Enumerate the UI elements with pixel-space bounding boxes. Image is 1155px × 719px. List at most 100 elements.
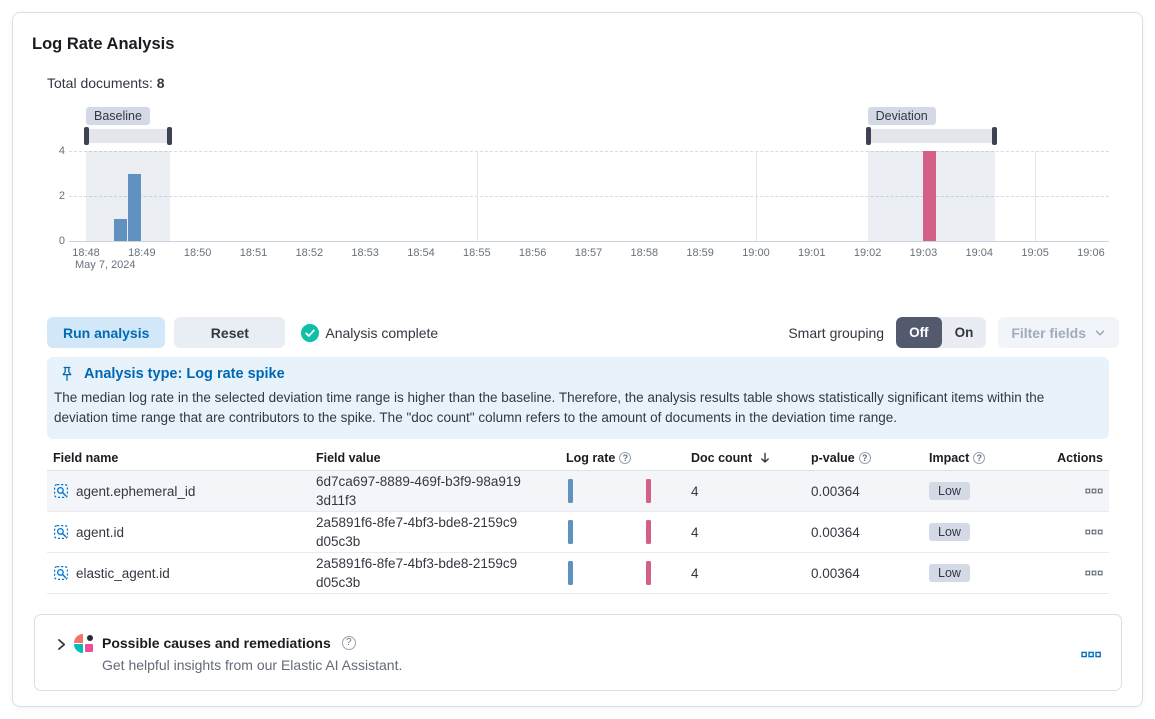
col-header-field-value[interactable]: Field value [316,451,566,465]
row-actions-button[interactable] [1085,488,1103,495]
accordion-subtitle: Get helpful insights from our Elastic AI… [102,657,403,673]
doc-count-bar [127,173,141,241]
accordion-actions-button[interactable] [1081,646,1101,664]
baseline-brush-handle-right[interactable] [166,127,172,145]
doc-count-value: 4 [691,524,699,540]
col-header-doc-count[interactable]: Doc count [691,451,811,465]
field-value: 2a5891f6-8fe7-4bf3-bde8-2159c9d05c3b [316,556,518,590]
log-rate-sparkline [566,519,676,545]
callout-title-row: Analysis type: Log rate spike [54,366,1095,382]
x-axis-label: 18:49 [128,247,156,259]
total-documents: Total documents: 8 [47,75,165,91]
grid-line-horizontal [69,151,1109,152]
run-analysis-button[interactable]: Run analysis [47,317,166,348]
question-in-circle-icon[interactable]: ? [858,451,871,464]
y-axis-label: 2 [58,190,65,202]
doc-count-bar [923,151,937,241]
field-name: agent.id [76,524,125,540]
baseline-brush-handle-left[interactable] [84,127,89,145]
x-axis-label: 19:05 [1021,247,1049,259]
ai-assistant-accordion: Possible causes and remediations ? Get h… [34,614,1122,691]
col-header-log-rate[interactable]: Log rate? [566,451,691,465]
x-axis-label: 18:59 [686,247,714,259]
baseline-spark-bar [568,561,573,585]
analysis-results-table: Field name Field value Log rate? Doc cou… [47,445,1109,594]
deviation-brush-handle-left[interactable] [865,127,871,145]
analysis-toolbar: Run analysis Reset Analysis complete [47,317,438,348]
log-rate-sparkline [566,478,676,504]
deviation-brush-handle-right[interactable] [992,127,998,145]
x-axis-label: 19:01 [798,247,826,259]
smart-grouping-off-button[interactable]: Off [896,317,942,348]
filter-fields-button[interactable]: Filter fields [998,317,1119,348]
field-name: elastic_agent.id [76,565,170,581]
log-rate-sparkline [566,560,676,586]
x-axis-label: 18:57 [574,247,603,259]
ai-icon-shape [74,644,83,653]
smart-grouping-label: Smart grouping [788,324,885,341]
baseline-spark-bar [568,520,573,544]
doc-count-value: 4 [691,483,699,499]
table-row: agent.ephemeral_id 6d7ca697-8889-469f-b3… [47,471,1109,512]
p-value: 0.00364 [811,524,860,540]
chevron-right-icon[interactable] [54,637,68,652]
col-header-p-value[interactable]: p-value? [811,451,929,465]
question-in-circle-icon[interactable]: ? [973,451,986,464]
col-header-field-name-label: Field name [53,450,119,465]
callout-title: Analysis type: Log rate spike [84,366,285,382]
x-axis-label: 19:06 [1077,247,1105,259]
x-axis-label: 18:58 [630,247,659,259]
elastic-ai-assistant-icon [74,634,94,654]
grouping-controls: Smart grouping Off On Filter fields [788,317,1119,348]
x-axis-label: 19:02 [853,247,882,259]
col-header-impact[interactable]: Impact? [929,451,1041,465]
smart-grouping-toggle: Off On [896,317,987,348]
page-title: Log Rate Analysis [32,35,175,53]
row-actions-button[interactable] [1085,529,1103,536]
col-header-field-value-label: Field value [316,450,381,465]
x-axis-label: 18:52 [295,247,324,259]
x-axis-label: 18:55 [463,247,491,259]
field-value: 6d7ca697-8889-469f-b3f9-98a9193d11f3 [316,474,521,508]
chevron-down-icon [1095,329,1105,336]
deviation-brush-track[interactable] [867,129,996,143]
reset-button[interactable]: Reset [174,317,286,348]
question-in-circle-icon[interactable]: ? [619,451,632,464]
grid-line-vertical [1035,151,1037,241]
impact-badge: Low [929,564,970,582]
x-axis-label: 18:51 [239,247,268,259]
col-header-field-name[interactable]: Field name [47,451,316,465]
impact-badge: Low [929,523,970,541]
analysis-status: Analysis complete [301,323,438,342]
search-field-icon[interactable] [53,524,69,540]
col-header-actions-label: Actions [1057,450,1103,465]
smart-grouping-on-button[interactable]: On [942,317,987,348]
grid-line-vertical [755,151,757,241]
x-axis-label: 18:53 [351,247,379,259]
baseline-brush-track[interactable] [86,129,170,143]
p-value: 0.00364 [811,483,860,499]
ai-icon-shape [85,644,93,652]
x-axis-label: 18:48 [72,247,100,259]
accordion-title[interactable]: Possible causes and remediations ? [102,635,356,651]
y-axis-label: 0 [58,235,65,247]
deviation-badge: Deviation [867,107,936,125]
col-header-p-value-label: p-value [811,450,855,465]
doc-count-value: 4 [691,565,699,581]
search-field-icon[interactable] [53,483,69,499]
x-axis-label: 18:56 [518,247,547,259]
x-axis-label: 18:50 [183,247,212,259]
pin-icon [62,366,72,381]
field-name: agent.ephemeral_id [76,483,196,499]
row-actions-button[interactable] [1085,570,1103,577]
field-value: 2a5891f6-8fe7-4bf3-bde8-2159c9d05c3b [316,515,518,549]
search-field-icon[interactable] [53,565,69,581]
ai-icon-shape [74,634,83,643]
col-header-actions: Actions [1041,451,1109,465]
total-documents-label: Total documents: [47,75,153,91]
question-in-circle-icon[interactable]: ? [341,636,356,650]
y-axis-label: 4 [58,145,65,157]
analysis-type-callout: Analysis type: Log rate spike The median… [47,357,1109,439]
check-in-circle-icon [301,323,320,342]
baseline-badge: Baseline [86,107,150,125]
